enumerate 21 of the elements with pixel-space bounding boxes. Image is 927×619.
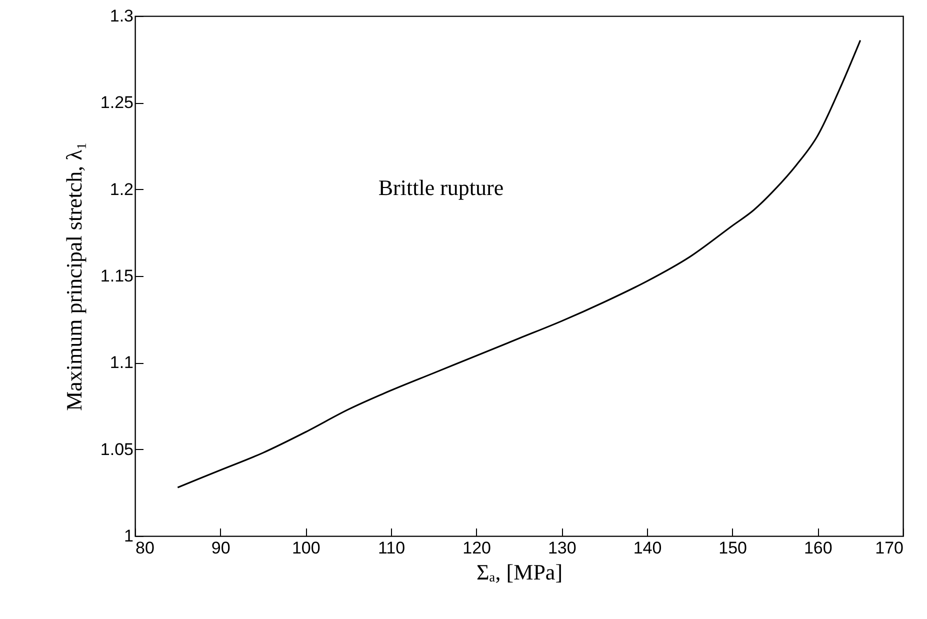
x-tick-label: 100 <box>292 538 320 558</box>
y-tick-label: 1.3 <box>110 6 134 26</box>
y-tick-label: 1.25 <box>100 93 134 112</box>
x-tick-label: 170 <box>875 538 904 558</box>
x-tick-label: 120 <box>462 538 492 558</box>
x-axis-title: Σₐ, [MPa] <box>476 560 563 584</box>
x-tick-label: 140 <box>633 538 662 558</box>
x-tick-label: 130 <box>548 538 576 558</box>
line-series <box>176 39 862 488</box>
x-tick-label: 150 <box>718 538 748 558</box>
y-tick-label: 1.15 <box>100 266 134 286</box>
y-tick-label: 1.05 <box>100 440 134 459</box>
x-tick-label: 160 <box>804 538 832 558</box>
annotation: Brittle rupture <box>378 175 504 200</box>
y-tick-label: 1.2 <box>110 180 134 199</box>
y-axis-title: Maximum principal stretch, λ₁ <box>61 142 86 411</box>
x-tick-label: 80 <box>136 538 154 558</box>
y-tick-label: 1.1 <box>110 353 134 372</box>
x-tick-label: 110 <box>378 538 406 558</box>
y-tick-label: 1 <box>124 526 134 546</box>
x-tick-label: 90 <box>211 538 230 558</box>
